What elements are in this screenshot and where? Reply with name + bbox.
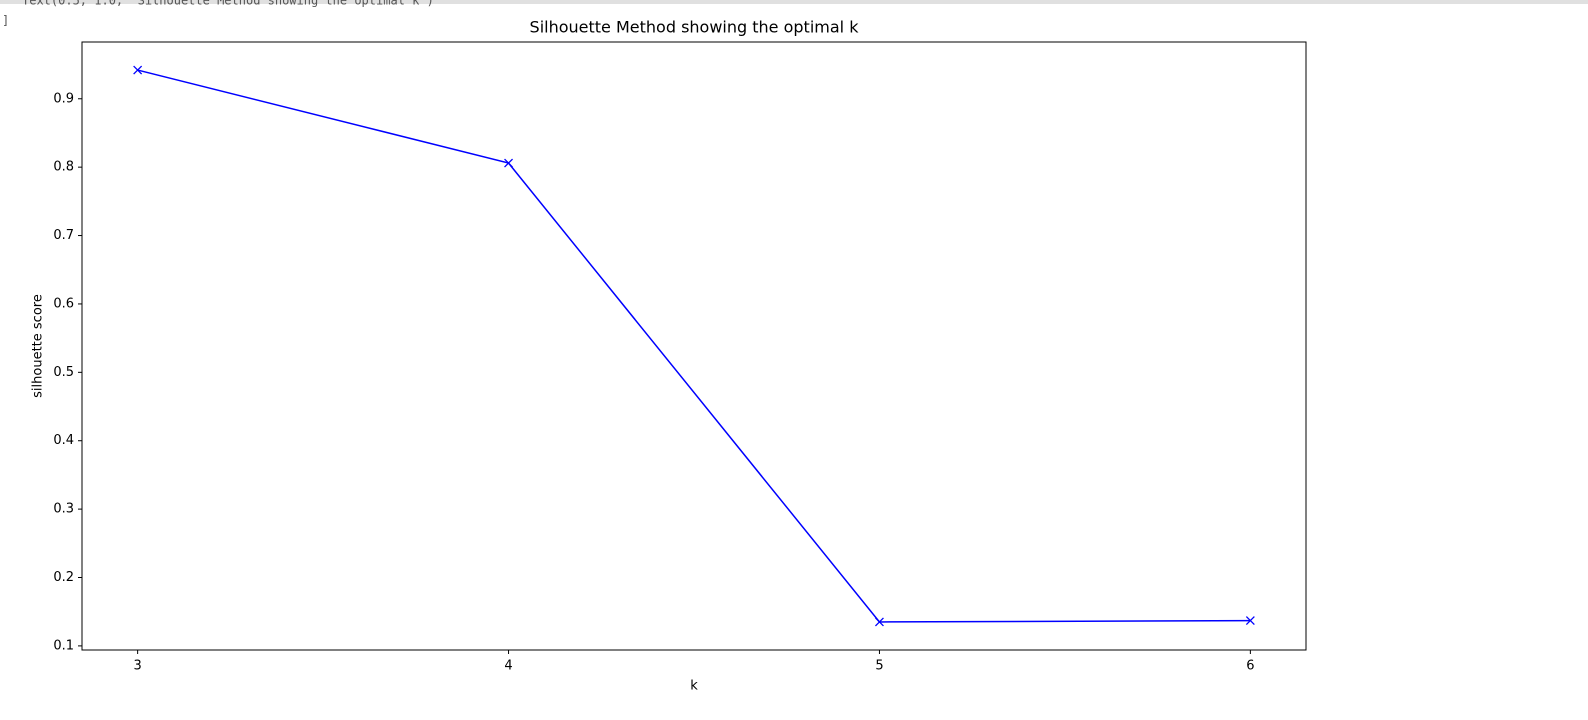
x-tick-label: 4 [504, 659, 512, 674]
y-tick-label: 0.6 [53, 296, 74, 311]
y-tick-label: 0.4 [53, 433, 74, 448]
point-marker [1245, 616, 1255, 626]
point-marker [874, 617, 884, 627]
y-tick-label: 0.1 [53, 638, 74, 653]
cell-prompt: ] [2, 14, 9, 28]
x-tick-label: 6 [1246, 659, 1254, 674]
plot-frame [81, 41, 1307, 651]
y-tick-label: 0.9 [53, 91, 74, 106]
y-axis-label: silhouette score [31, 294, 46, 398]
x-axis-label: k [690, 679, 698, 694]
cell-top-bar [0, 0, 1588, 4]
point-marker [133, 65, 143, 75]
y-tick-label: 0.5 [53, 365, 74, 380]
x-tick-label: 3 [133, 659, 141, 674]
chart-title: Silhouette Method showing the optimal k [530, 18, 860, 37]
y-tick-label: 0.2 [53, 570, 74, 585]
series-line [137, 69, 1251, 623]
x-tick-label: 5 [875, 659, 883, 674]
y-tick-label: 0.8 [53, 160, 74, 175]
y-tick-label: 0.3 [53, 502, 74, 517]
y-tick-label: 0.7 [53, 228, 74, 243]
point-marker [504, 158, 514, 168]
output-text: Text(0.5, 1.0, 'Silhouette Method showin… [22, 0, 434, 8]
